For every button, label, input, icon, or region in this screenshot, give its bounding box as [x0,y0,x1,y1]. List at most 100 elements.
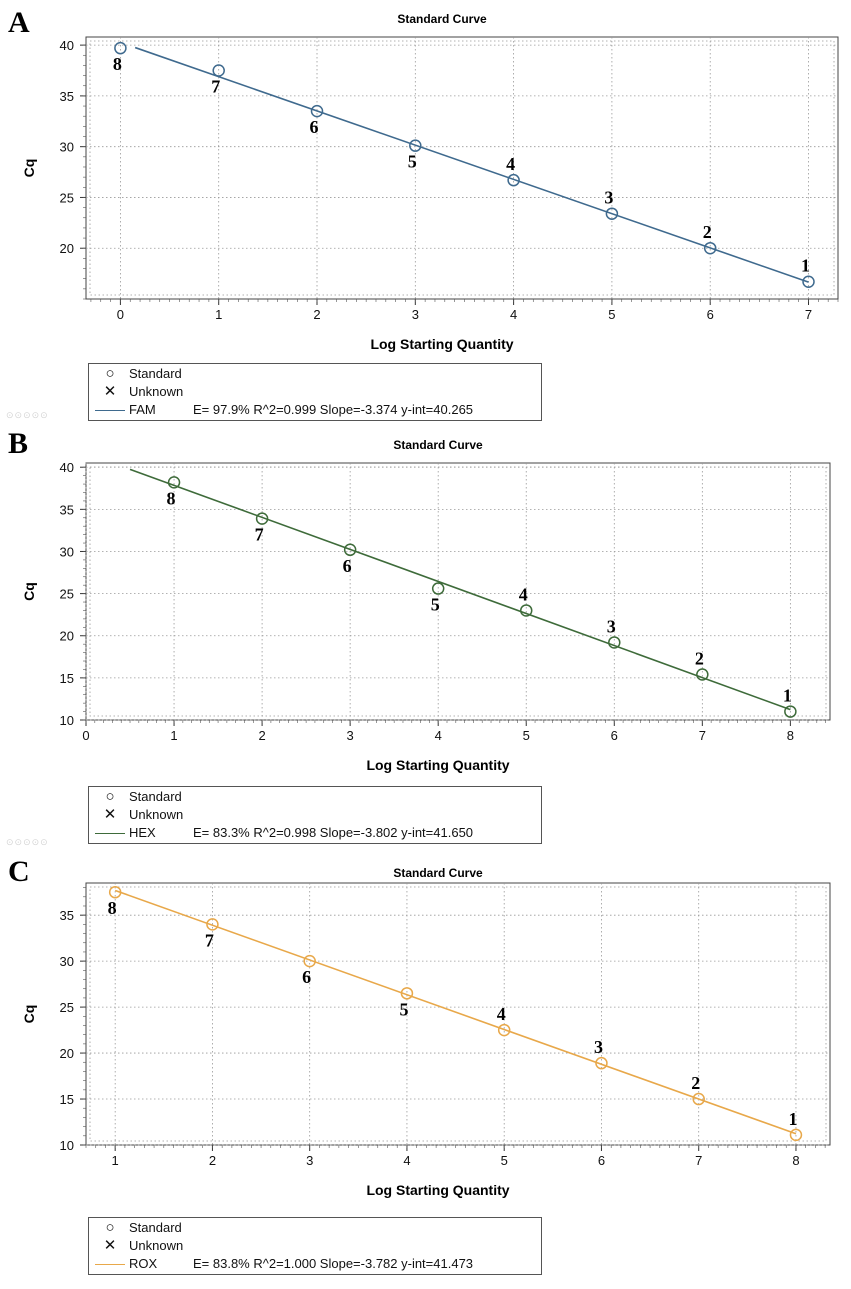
data-label: 2 [695,648,704,668]
y-tick-label: 10 [60,1138,74,1153]
data-label: 5 [431,595,440,615]
x-tick-label: 4 [510,307,517,322]
x-tick-label: 6 [707,307,714,322]
legend-item-standard: ○ Standard [89,1219,541,1237]
data-label: 7 [255,525,264,545]
x-tick-label: 2 [258,728,265,743]
data-point [114,41,127,55]
x-tick-label: 2 [209,1153,216,1168]
data-point [802,275,815,288]
x-tick-label: 6 [611,728,618,743]
data-point [431,582,445,595]
y-tick-label: 30 [60,140,74,155]
data-point [692,1092,705,1106]
y-tick-label: 40 [60,38,74,53]
fit-line-icon [95,1264,125,1265]
data-point [789,1128,803,1142]
data-label: 1 [788,1109,797,1129]
y-axis-label: Cq [21,159,37,178]
y-tick-label: 35 [60,502,74,517]
data-point [703,241,717,255]
y-tick-label: 30 [60,954,74,969]
x-axis-label: Log Starting Quantity [366,1182,509,1198]
data-point [784,705,797,718]
data-point [303,954,316,968]
x-tick-label: 6 [598,1153,605,1168]
data-label: 4 [506,154,515,174]
y-tick-label: 25 [60,190,74,205]
x-tick-label: 3 [412,307,419,322]
data-point [255,512,269,525]
data-label: 3 [594,1037,603,1057]
x-tick-label: 7 [805,307,812,322]
x-tick-label: 7 [699,728,706,743]
circle-marker-icon: ○ [105,365,115,382]
panel-a: Standard Curve 0 1 2 3 4 5 6 7 20 25 30 35 40 Log Star… [0,0,851,425]
plot-frame-dotted [89,40,835,296]
x-tick-label: 1 [215,307,222,322]
x-tick-label: 8 [787,728,794,743]
y-axis-label: Cq [21,1005,37,1024]
fit-line-icon [95,410,125,411]
toolbar-icons-ghost: ⊙⊙⊙⊙⊙ [6,837,49,847]
data-point [497,1023,511,1037]
data-label: 7 [205,930,214,950]
data-point [167,476,181,489]
data-label: 8 [108,898,117,918]
data-label: 4 [519,584,528,604]
toolbar-icons-ghost: ⊙⊙⊙⊙⊙ [6,410,49,420]
data-label: 7 [211,77,220,97]
data-label: 6 [343,556,352,576]
plot-area [85,36,839,300]
plot-area [85,462,831,721]
y-tick-label: 15 [60,671,74,686]
legend-label: FAM [129,402,156,417]
data-label: 8 [167,488,176,508]
legend-label: Standard [129,366,182,381]
data-label: 2 [703,222,712,242]
data-label: 5 [408,152,417,172]
legend-label: HEX [129,825,156,840]
chart-title: Standard Curve [397,12,487,26]
x-tick-label: 5 [501,1153,508,1168]
fit-line [114,889,797,1135]
y-tick-label: 15 [60,1092,74,1107]
x-marker-icon: ✕ [103,383,117,400]
y-tick-label: 20 [60,241,74,256]
legend-item-standard: ○ Standard [89,365,541,383]
data-label: 3 [604,188,613,208]
fit-stats: E= 97.9% R^2=0.999 Slope=-3.374 y-int=40… [193,402,474,417]
data-point [212,64,225,77]
x-marker-icon: ✕ [103,806,117,823]
fit-stats: E= 83.3% R^2=0.998 Slope=-3.802 y-int=41… [193,825,474,840]
fit-line [134,46,809,283]
legend-item-fit: HEX E= 83.3% R^2=0.998 Slope=-3.802 y-in… [89,824,541,842]
y-tick-label: 30 [60,544,74,559]
data-point [409,139,422,152]
x-tick-label: 5 [608,307,615,322]
x-tick-label: 3 [306,1153,313,1168]
x-tick-label: 1 [112,1153,119,1168]
x-tick-label: 8 [792,1153,799,1168]
y-tick-label: 35 [60,89,74,104]
x-tick-label: 0 [117,307,124,322]
data-point [605,207,619,220]
circle-marker-icon: ○ [105,788,115,805]
y-tick-label: 25 [60,1000,74,1015]
x-tick-label: 2 [313,307,320,322]
data-point [696,668,709,681]
x-marker-icon: ✕ [103,1237,117,1254]
panel-label: A [8,6,30,39]
legend: ○ Standard ✕ Unknown ROX E= 83.8% R^2=1.… [88,1217,542,1275]
x-tick-label: 5 [523,728,530,743]
fit-line [129,468,791,711]
legend-item-unknown: ✕ Unknown [89,383,541,401]
x-tick-label: 7 [695,1153,702,1168]
y-tick-label: 20 [60,1046,74,1061]
x-tick-label: 4 [403,1153,410,1168]
legend-label: Unknown [129,1238,184,1253]
legend: ○ Standard ✕ Unknown FAM E= 97.9% R^2=0.… [88,363,542,421]
data-point [108,885,122,899]
chart-title: Standard Curve [393,866,483,880]
